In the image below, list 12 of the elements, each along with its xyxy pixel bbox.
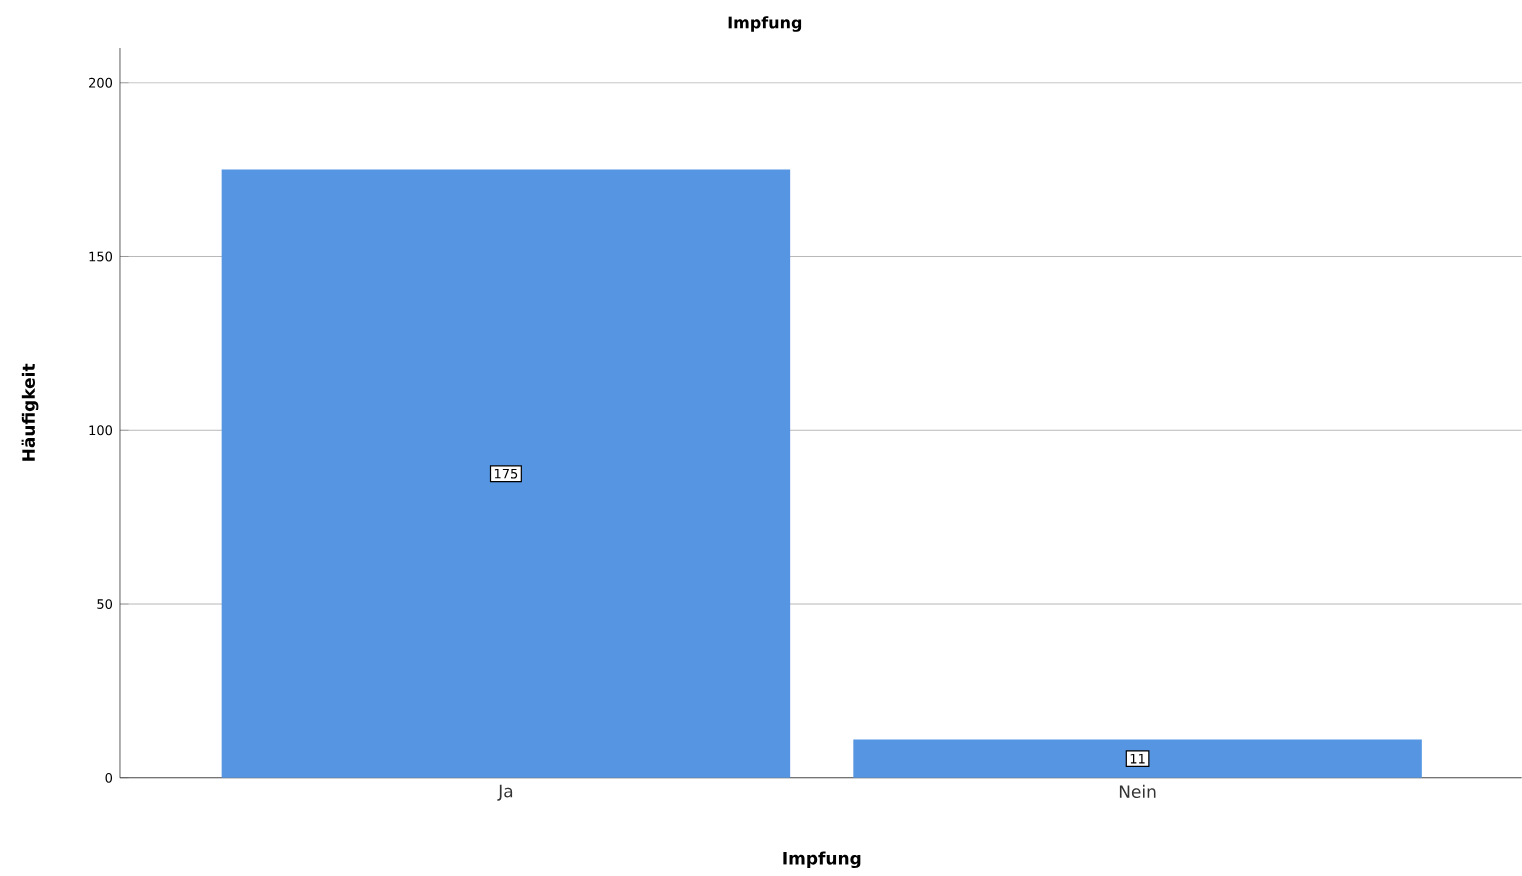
y-tick-label: 150 — [89, 251, 113, 262]
data-label: 175 — [494, 468, 518, 479]
data-label: 11 — [1130, 754, 1145, 764]
y-tick-label: 0 — [105, 773, 113, 783]
x-tick-label: Ja — [497, 784, 513, 801]
y-axis-title: Häufigkeit — [21, 363, 39, 461]
x-axis-title: Impfung — [783, 851, 861, 869]
y-tick-label: 100 — [89, 425, 113, 436]
x-tick-label: Nein — [1119, 784, 1156, 799]
chart-title: Impfung — [728, 16, 802, 32]
y-tick-label: 200 — [89, 77, 113, 88]
y-tick-label: 50 — [97, 599, 113, 610]
